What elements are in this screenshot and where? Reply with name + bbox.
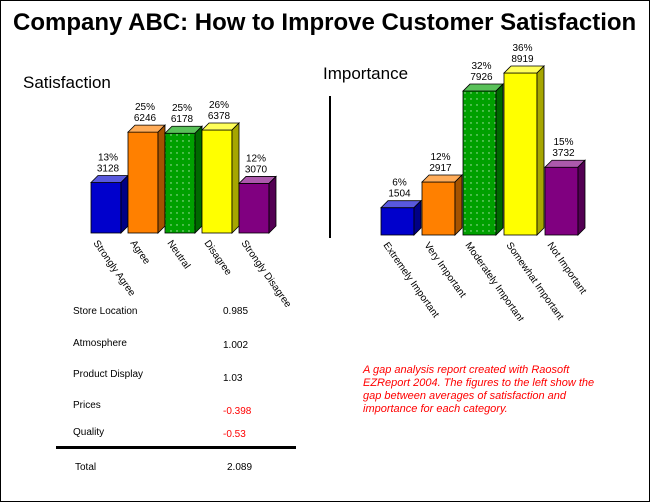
chart-divider: [329, 96, 331, 238]
table-row-value: -0.53: [223, 429, 246, 440]
bar: [238, 175, 277, 234]
percent-label: 13%: [98, 152, 118, 163]
bar-front: [164, 132, 196, 234]
bar-front: [503, 72, 538, 236]
bar-side: [231, 122, 240, 234]
table-row-value: 1.002: [223, 340, 249, 351]
bar-side: [454, 174, 463, 236]
bar: [201, 122, 240, 234]
table-total-value: 2.089: [227, 462, 253, 473]
bar-side: [268, 175, 277, 234]
percent-label: 32%: [471, 61, 491, 72]
count-label: 6378: [208, 111, 231, 122]
percent-label: 25%: [135, 102, 155, 113]
count-label: 1504: [388, 189, 411, 200]
percent-label: 12%: [246, 153, 266, 164]
percent-label: 15%: [553, 137, 573, 148]
percent-label: 12%: [430, 152, 450, 163]
bar-front: [421, 181, 456, 236]
bar-front: [90, 182, 122, 234]
percent-label: 36%: [512, 43, 532, 54]
bar: [503, 65, 545, 236]
bar-front: [544, 166, 579, 236]
count-label: 7926: [470, 72, 493, 83]
page-title: Company ABC: How to Improve Customer Sat…: [13, 9, 637, 36]
bar-side: [157, 124, 166, 234]
percent-label: 26%: [209, 100, 229, 111]
bar-side: [577, 159, 586, 236]
table-row-value: 1.03: [223, 373, 243, 384]
bar-front: [201, 129, 233, 234]
importance-chart-title: Importance: [323, 64, 409, 83]
category-label: Agree: [128, 238, 153, 267]
bar: [127, 124, 166, 234]
category-label: Disagree: [202, 238, 234, 277]
table-row-label: Quality: [73, 427, 105, 438]
category-label: Strongly Disagree: [239, 238, 294, 310]
count-label: 8919: [511, 54, 534, 65]
bar-front: [127, 131, 159, 234]
bar-side: [536, 65, 545, 236]
bar-front: [238, 183, 270, 234]
count-label: 3070: [245, 164, 268, 175]
bar: [90, 174, 129, 234]
count-label: 3732: [552, 148, 575, 159]
percent-label: 6%: [392, 178, 407, 189]
table-row-value: 0.985: [223, 306, 249, 317]
bar: [462, 83, 504, 236]
table-row-label: Atmosphere: [73, 338, 127, 349]
bar-side: [120, 174, 129, 234]
table-row-label: Prices: [73, 400, 101, 411]
bar-side: [413, 199, 422, 236]
category-label: Not Important: [545, 240, 589, 296]
category-label: Neutral: [165, 238, 193, 271]
bar-front: [380, 207, 415, 236]
bar-side: [495, 83, 504, 236]
table-total-label: Total: [75, 462, 97, 473]
bar-front: [462, 90, 497, 236]
bar: [380, 199, 422, 236]
satisfaction-chart-title: Satisfaction: [23, 73, 111, 92]
category-label: Very Important: [422, 240, 468, 300]
count-label: 2917: [429, 163, 452, 174]
bar: [421, 174, 463, 236]
percent-label: 25%: [172, 103, 192, 114]
table-row-value: -0.398: [223, 406, 252, 417]
bar: [164, 125, 203, 234]
table-row-label: Store Location: [73, 306, 138, 317]
bar: [544, 159, 586, 236]
count-label: 6246: [134, 113, 157, 124]
gap-analysis-note: A gap analysis report created with Raoso…: [363, 364, 595, 415]
table-row-label: Product Display: [73, 369, 144, 380]
total-rule: [56, 446, 296, 449]
count-label: 3128: [97, 163, 120, 174]
count-label: 6178: [171, 114, 194, 125]
bar-side: [194, 125, 203, 234]
